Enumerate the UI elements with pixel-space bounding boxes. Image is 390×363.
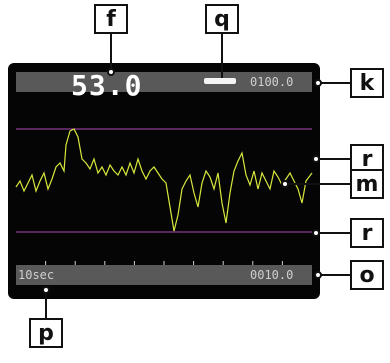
leader-r-upper-dot — [312, 155, 320, 163]
waveform-display: 53.0 0100.0 0010.0 10sec — [8, 63, 320, 299]
leader-k — [318, 82, 350, 84]
time-axis-ticks — [45, 261, 283, 265]
leader-m-dot — [281, 180, 289, 188]
leader-f — [110, 34, 112, 70]
leader-f-dot — [107, 68, 115, 76]
callout-f: f — [94, 4, 128, 34]
callout-r-lower: r — [350, 218, 384, 248]
time-span-label: 10sec — [18, 268, 55, 282]
callout-o: o — [350, 260, 384, 290]
leader-p-dot — [42, 286, 50, 294]
callout-k: k — [350, 68, 384, 98]
bottom-status-bar — [16, 265, 312, 285]
leader-m — [286, 183, 350, 185]
leader-k-dot — [314, 79, 322, 87]
upper-range-value: 0100.0 — [250, 75, 294, 89]
callout-m: m — [350, 169, 384, 199]
leader-o-dot — [314, 271, 322, 279]
leader-r-lower-dot — [312, 229, 320, 237]
leader-r-lower — [318, 232, 350, 234]
lower-range-value: 0010.0 — [250, 268, 294, 282]
leader-o — [318, 274, 350, 276]
leader-q — [221, 34, 223, 78]
callout-p: p — [29, 318, 63, 348]
leader-r-upper — [318, 158, 350, 160]
leader-p — [45, 289, 47, 318]
callout-q: q — [205, 4, 239, 34]
waveform-plot — [15, 128, 313, 265]
measurement-trace — [15, 128, 313, 232]
top-status-bar — [16, 72, 312, 92]
hold-indicator — [204, 78, 236, 84]
main-value-readout: 53.0 — [71, 69, 143, 102]
